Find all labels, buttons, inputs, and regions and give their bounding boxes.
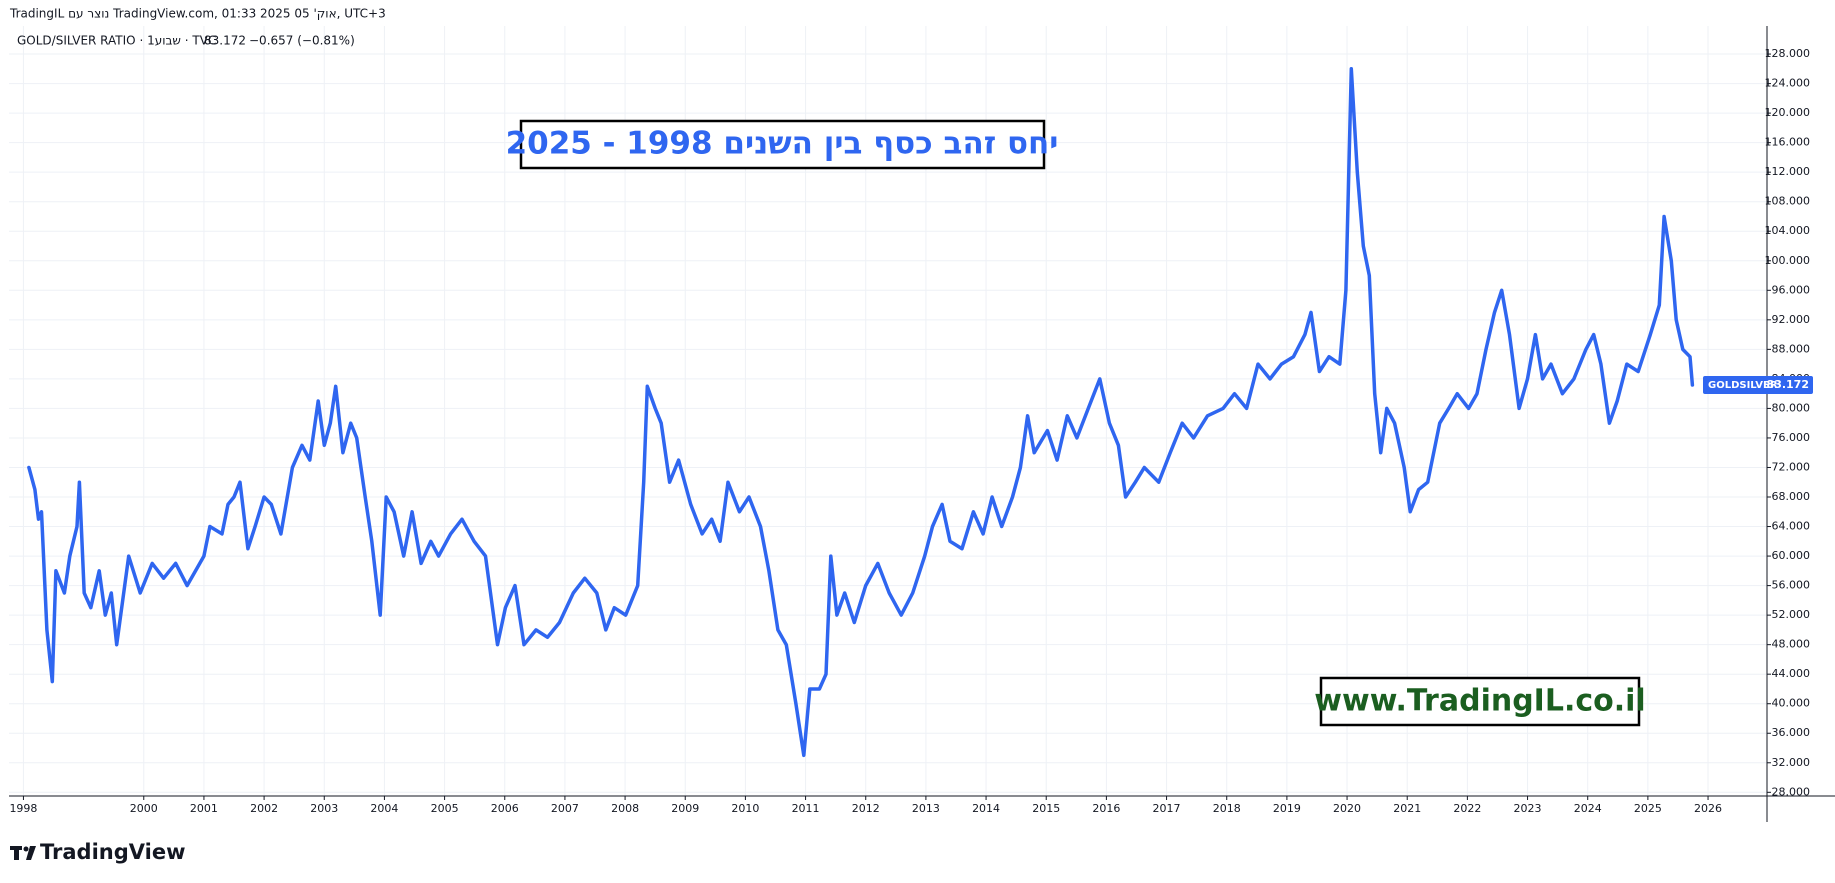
legend-symbol: GOLD/SILVER RATIO · 1שבוע · TVC	[17, 34, 216, 48]
watermark: www.TradingIL.co.il	[1314, 684, 1645, 719]
x-tick-label: 2022	[1453, 802, 1481, 815]
x-tick-label: 2020	[1333, 802, 1361, 815]
y-tick-label: 60.000	[1772, 549, 1811, 562]
price-badge	[1703, 375, 1813, 394]
legend-last: 83.172	[204, 34, 246, 48]
y-tick-label: 76.000	[1772, 431, 1811, 444]
y-tick-label: 32.000	[1772, 756, 1811, 769]
x-tick-label: 2013	[912, 802, 940, 815]
x-tick-label: 2003	[310, 802, 338, 815]
x-tick-label: 2015	[1032, 802, 1060, 815]
logo-mark	[14, 846, 19, 860]
y-tick-label: 100.000	[1765, 254, 1811, 267]
y-tick-label: 96.000	[1772, 283, 1811, 296]
y-tick-label: 128.000	[1765, 47, 1811, 60]
x-tick-label: 2006	[491, 802, 519, 815]
x-tick-label: 2016	[1092, 802, 1120, 815]
y-tick-label: 92.000	[1772, 313, 1811, 326]
x-tick-label: 2002	[250, 802, 278, 815]
y-tick-label: 28.000	[1772, 785, 1811, 798]
x-tick-label: 2021	[1393, 802, 1421, 815]
footer-logo: TradingView	[10, 840, 185, 864]
x-tick-label: 2012	[852, 802, 880, 815]
x-tick-label: 2025	[1634, 802, 1662, 815]
y-tick-label: 52.000	[1772, 608, 1811, 621]
footer-logo-text: TradingView	[40, 840, 185, 864]
y-tick-label: 48.000	[1772, 638, 1811, 651]
header-text: TradingIL נוצר עם TradingView.com, 01:33…	[9, 7, 386, 21]
y-tick-label: 104.000	[1765, 224, 1811, 237]
y-tick-label: 68.000	[1772, 490, 1811, 503]
legend: GOLD/SILVER RATIO · 1שבוע · TVC 83.172 −…	[17, 34, 355, 48]
x-tick-label: 2018	[1213, 802, 1241, 815]
annotations: יחס זהב כסף בין השנים 1998 - 2025 www.Tr…	[506, 119, 1646, 727]
chart-title: יחס זהב כסף בין השנים 1998 - 2025	[506, 126, 1059, 162]
y-tick-label: 40.000	[1772, 697, 1811, 710]
logo-mark	[23, 846, 29, 852]
data-line	[27, 67, 1695, 758]
title-box	[519, 119, 1046, 170]
y-tick-label: 124.000	[1765, 77, 1811, 90]
y-tick-label: 108.000	[1765, 195, 1811, 208]
x-tick-label: 2008	[611, 802, 639, 815]
y-tick-label: 72.000	[1772, 460, 1811, 473]
x-tick-label: 1998	[9, 802, 37, 815]
logo-mark	[26, 846, 36, 860]
price-badge-value: 83.172	[1767, 378, 1809, 391]
y-tick-label: 80.000	[1772, 401, 1811, 414]
x-tick-label: 2004	[370, 802, 398, 815]
y-tick-label: 64.000	[1772, 520, 1811, 533]
x-tick-label: 2007	[551, 802, 579, 815]
x-tick-label: 2005	[431, 802, 459, 815]
x-tick-label: 2014	[972, 802, 1000, 815]
x-tick-label: 2017	[1153, 802, 1181, 815]
x-tick-label: 2000	[130, 802, 158, 815]
y-tick-label: 88.000	[1772, 342, 1811, 355]
x-tick-label: 2026	[1694, 802, 1722, 815]
y-tick-label: 120.000	[1765, 106, 1811, 119]
x-tick-label: 2009	[671, 802, 699, 815]
x-tick-label: 2024	[1574, 802, 1602, 815]
y-tick-label: 116.000	[1765, 136, 1811, 149]
y-tick-label: 36.000	[1772, 726, 1811, 739]
x-tick-label: 2023	[1514, 802, 1542, 815]
x-tick-label: 2010	[731, 802, 759, 815]
x-tick-label: 2011	[792, 802, 820, 815]
y-tick-label: 112.000	[1765, 165, 1811, 178]
legend-change: −0.657 (−0.81%)	[249, 34, 355, 48]
x-tick-label: 2019	[1273, 802, 1301, 815]
price-badge-name: GOLDSILVER	[1708, 380, 1778, 391]
plot	[27, 67, 1695, 758]
watermark-box	[1319, 676, 1641, 727]
y-tick-label: 44.000	[1772, 667, 1811, 680]
y-tick-label: 56.000	[1772, 579, 1811, 592]
x-tick-label: 2001	[190, 802, 218, 815]
grid	[9, 26, 1767, 796]
